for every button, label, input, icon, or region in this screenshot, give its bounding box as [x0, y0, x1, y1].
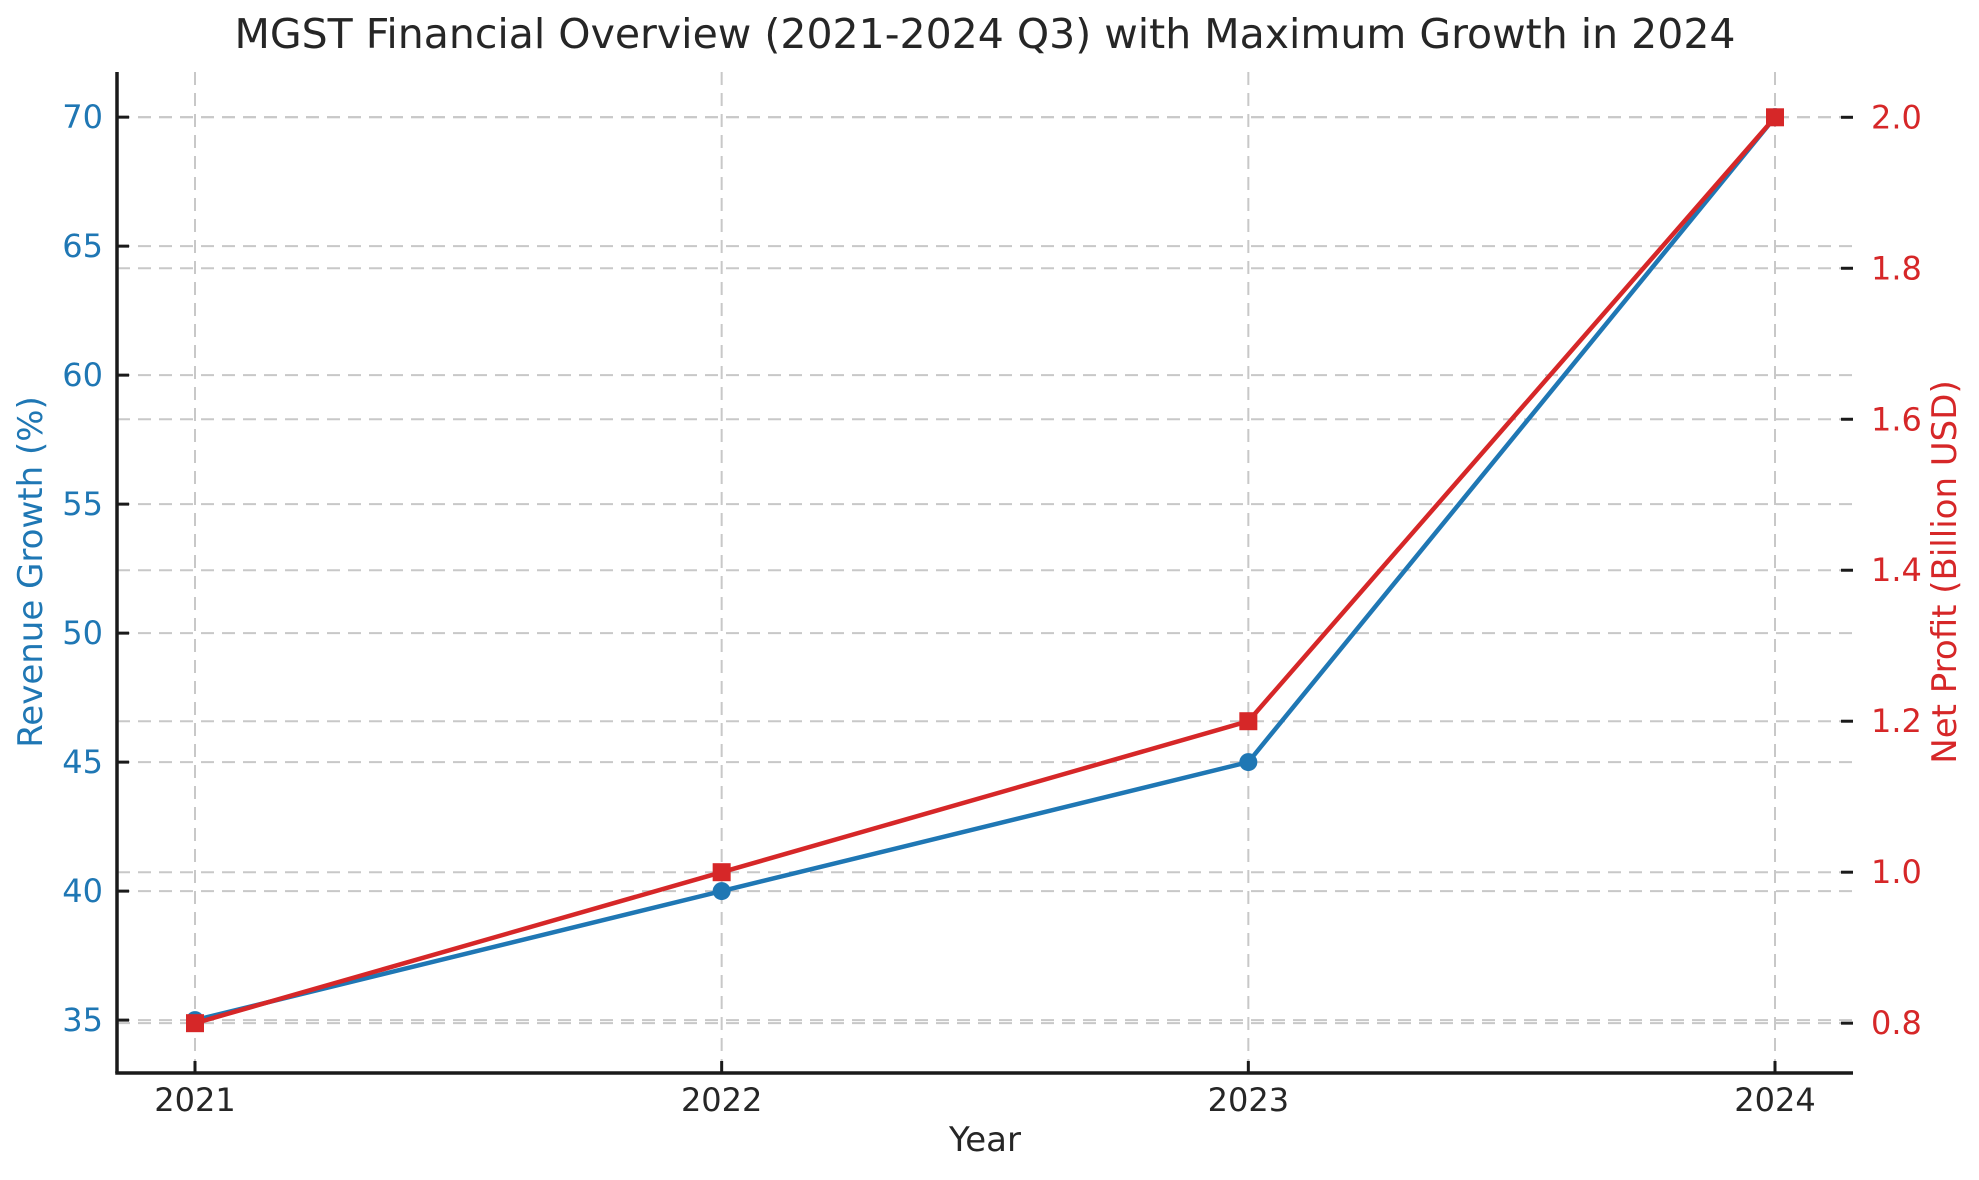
right-tick-label: 1.6 — [1871, 400, 1922, 438]
right-tick-label: 1.8 — [1871, 249, 1922, 287]
right-tick-label: 1.0 — [1871, 853, 1922, 891]
right-tick-label: 0.8 — [1871, 1004, 1922, 1042]
tick-marks-layer — [117, 115, 1853, 1073]
net-profit-billion-usd-line — [192, 115, 1778, 1026]
x-tick-label: 2021 — [154, 1081, 235, 1119]
left-tick-label: 55 — [62, 485, 103, 523]
right-tick-label: 2.0 — [1871, 98, 1922, 136]
net-profit-billion-usd-marker — [712, 863, 731, 882]
net-profit-billion-usd-marker — [1239, 712, 1258, 731]
right-axis-label: Net Profit (Billion USD) — [1925, 380, 1965, 763]
net-profit-billion-usd-marker — [1766, 108, 1784, 127]
revenue-growth-line — [192, 114, 1778, 1023]
right-tick-label: 1.4 — [1871, 551, 1922, 589]
revenue-growth-marker — [1239, 753, 1258, 772]
chart-title: MGST Financial Overview (2021-2024 Q3) w… — [234, 10, 1735, 58]
left-tick-label: 45 — [62, 743, 103, 781]
left-tick-label: 40 — [62, 872, 103, 910]
net-profit-billion-usd-marker — [186, 1014, 204, 1033]
tick-labels-layer: 2021 2022 2023 2024 35 40 45 50 55 60 65 70 0.8 1.0 1.… — [62, 98, 1922, 1119]
left-tick-label: 50 — [62, 614, 103, 652]
spines-layer — [115, 72, 1853, 1075]
x-tick-label: 2022 — [681, 1081, 762, 1119]
data-series-layer — [186, 108, 1784, 1033]
left-tick-label: 60 — [62, 356, 103, 394]
x-tick-label: 2023 — [1208, 1081, 1289, 1119]
revenue-growth-marker — [712, 882, 731, 901]
x-tick-label: 2024 — [1734, 1081, 1815, 1119]
left-axis-label: Revenue Growth (%) — [11, 396, 51, 748]
left-tick-label: 35 — [62, 1001, 103, 1039]
left-tick-label: 70 — [62, 98, 103, 136]
left-tick-label: 65 — [62, 227, 103, 265]
gridlines-layer — [117, 72, 1853, 1073]
right-tick-label: 1.2 — [1871, 702, 1922, 740]
x-axis-label: Year — [948, 1120, 1021, 1160]
